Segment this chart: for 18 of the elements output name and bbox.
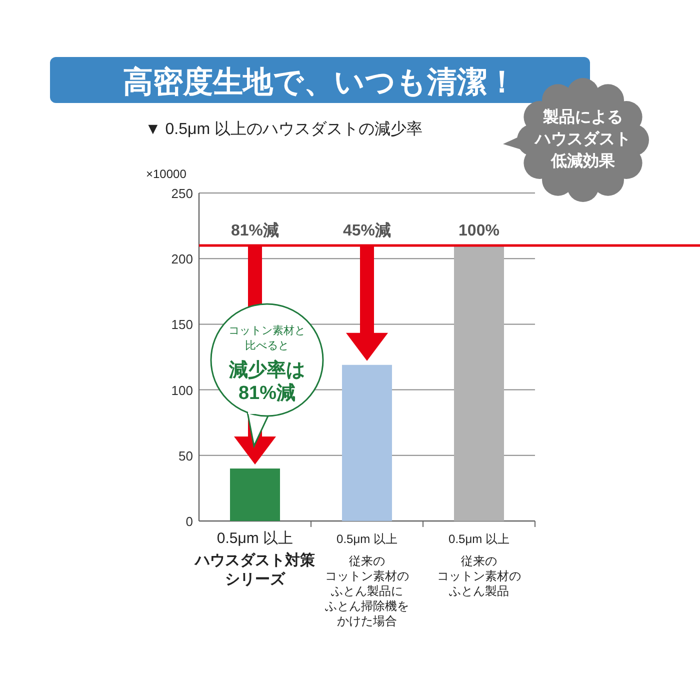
annotation: コットン素材と比べると — [228, 324, 306, 352]
y-axis-title: ×10000 — [146, 167, 187, 181]
chart-title: 高密度生地で、いつも清潔！ — [123, 65, 517, 99]
y-tick-label: 250 — [171, 186, 193, 201]
y-tick-label: 100 — [171, 382, 193, 398]
annotation: 減少率は81%減 — [228, 359, 305, 404]
y-tick-label: 150 — [171, 317, 193, 332]
x-tick-label: 0.5μm 以上従来のコットン素材のふとん製品 — [437, 532, 521, 598]
y-tick-label: 0 — [186, 514, 193, 529]
text: 製品によるハウスダスト低減効果 — [534, 108, 631, 170]
annotation: 100% — [458, 222, 500, 240]
y-tick-label: 50 — [178, 448, 193, 464]
y-tick-label: 200 — [171, 252, 193, 267]
annotation: 81%減 — [230, 221, 280, 240]
x-tick-label: 0.5μm 以上従来のコットン素材のふとん製品にふとん掃除機をかけた場合 — [324, 532, 409, 628]
chart-subtitle: ▼ 0.5μm 以上のハウスダストの減少率 — [145, 120, 423, 138]
annotation: 45%減 — [342, 221, 392, 240]
x-tick-label: 0.5μm 以上ハウスダスト対策シリーズ — [194, 530, 316, 588]
